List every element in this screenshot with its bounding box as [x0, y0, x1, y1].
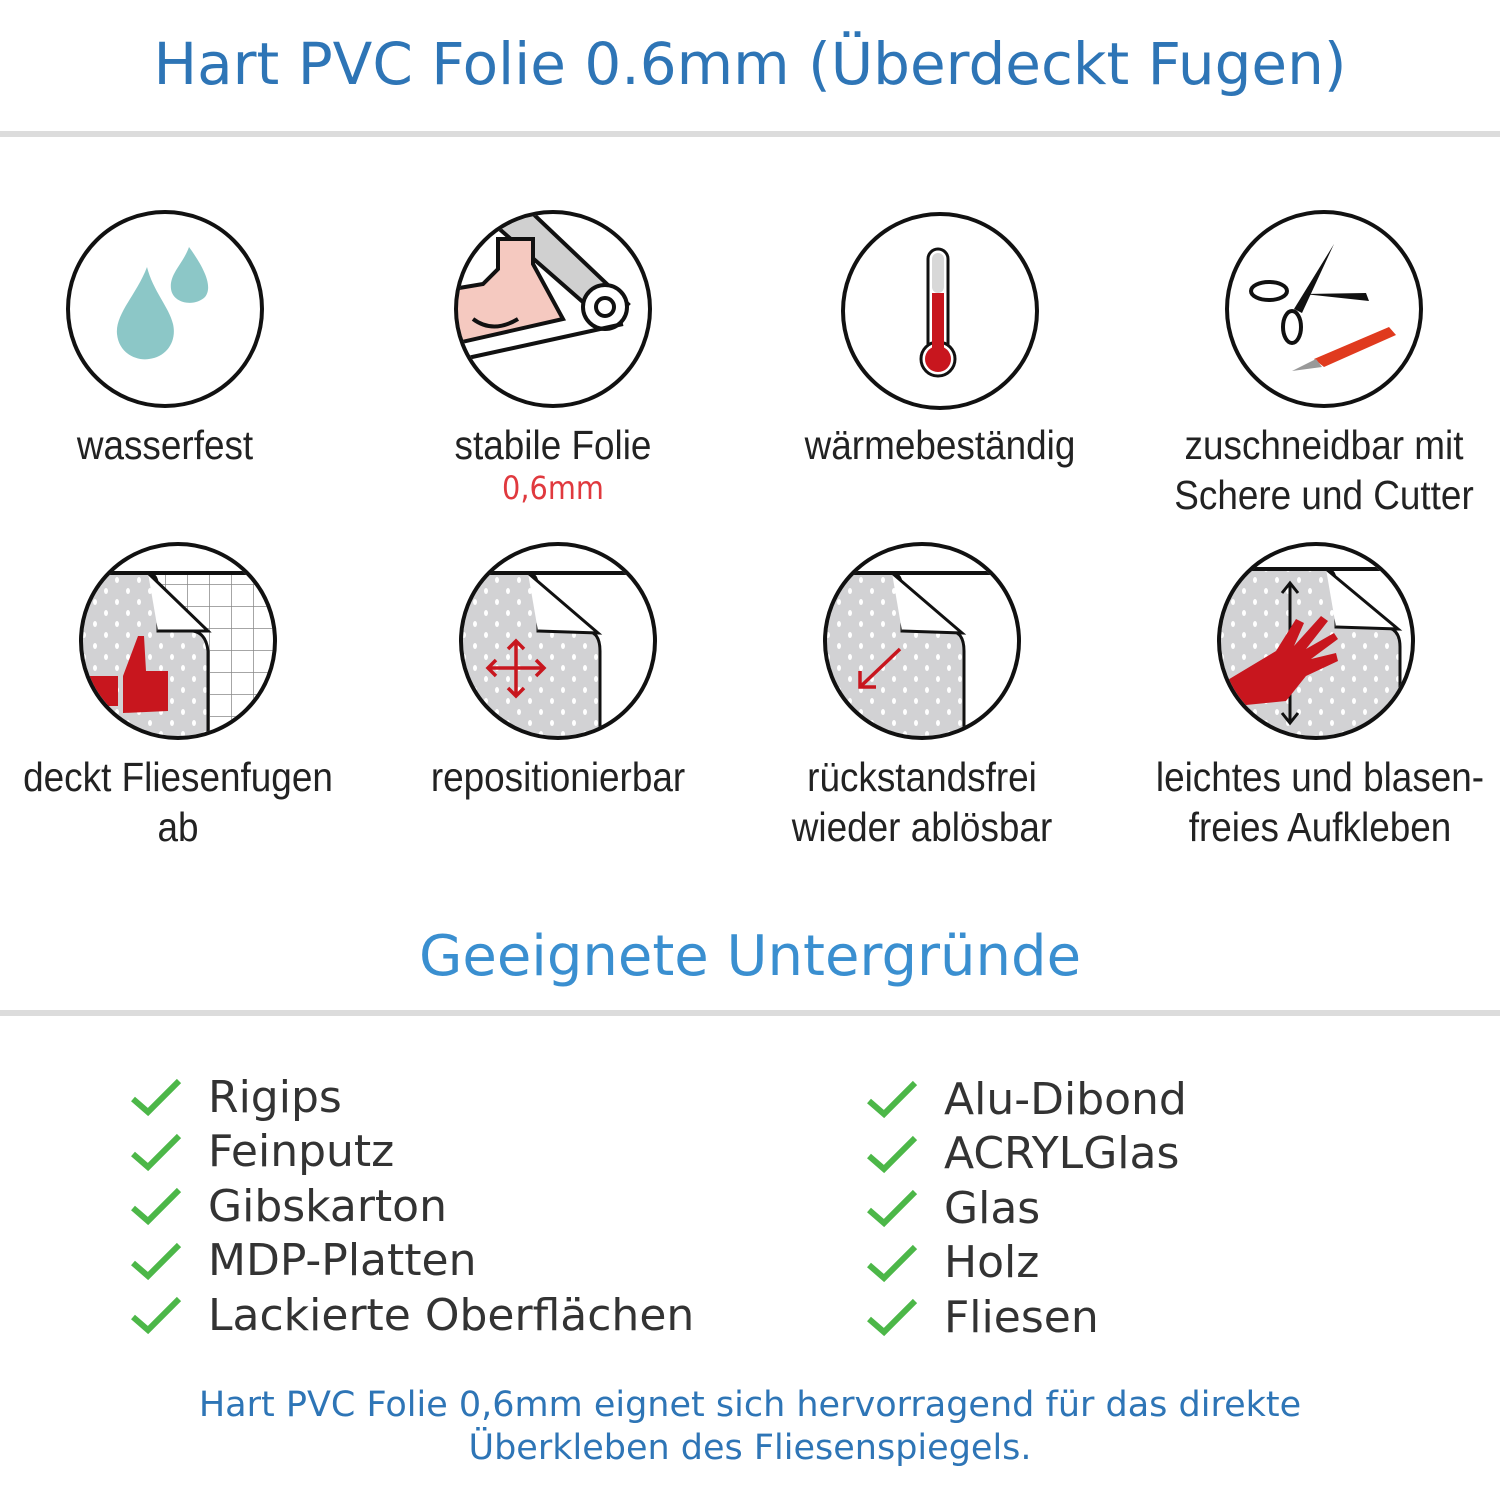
check-icon	[131, 1296, 182, 1335]
feature-label: wärmebeständig	[804, 422, 1076, 468]
page-title: Hart PVC Folie 0.6mm (Überdeckt Fugen)	[153, 30, 1347, 98]
check-icon	[131, 1187, 182, 1226]
surface-label: Glas	[944, 1182, 1041, 1234]
move-arrows-icon	[459, 542, 657, 740]
surface-item: Glas	[866, 1181, 1040, 1235]
check-icon	[131, 1078, 182, 1117]
surface-label: ACRYLGlas	[944, 1128, 1180, 1179]
surface-label: Holz	[944, 1237, 1040, 1288]
peel-arrow-icon	[823, 542, 1021, 740]
check-icon	[867, 1189, 918, 1228]
hand-smooth-icon	[1217, 542, 1415, 740]
check-icon	[867, 1080, 918, 1119]
surface-item: Gibskarton	[130, 1179, 447, 1233]
flexed-arm-roll-icon	[454, 210, 652, 408]
feature-label: leichtes und blasen-freies Aufkleben	[1155, 754, 1485, 850]
thermometer-icon	[841, 212, 1039, 410]
surface-label: Gibskarton	[208, 1180, 447, 1232]
surface-label: Rigips	[208, 1071, 342, 1123]
surface-item: Fliesen	[866, 1290, 1099, 1344]
feature-label: stabile Folie 0,6mm	[382, 420, 724, 506]
feature-label: wasserfest	[76, 422, 254, 468]
surface-label: Feinputz	[208, 1126, 395, 1177]
feature-label: zuschneidbar mit Schere und Cutter	[1174, 422, 1474, 518]
thickness-label: 0,6mm	[502, 469, 604, 507]
check-icon	[867, 1244, 918, 1282]
feature-label: rückstandsfrei wieder ablösbar	[791, 754, 1053, 850]
surface-item: Lackierte Oberflächen	[130, 1288, 694, 1342]
surface-item: MDP-Platten	[130, 1234, 476, 1288]
water-drops-icon	[66, 210, 264, 408]
feature-label: repositionierbar	[430, 754, 686, 800]
check-icon	[867, 1298, 918, 1337]
surfaces-title: Geeignete Untergründe	[418, 924, 1082, 989]
check-icon	[867, 1135, 918, 1173]
surface-item: ACRYLGlas	[866, 1127, 1179, 1181]
surface-item: Feinputz	[130, 1125, 394, 1179]
surface-item: Holz	[866, 1236, 1039, 1290]
divider	[0, 1010, 1500, 1016]
surface-label: Fliesen	[944, 1291, 1099, 1343]
divider	[0, 131, 1500, 137]
check-icon	[131, 1242, 182, 1280]
surface-label: Alu-Dibond	[944, 1073, 1187, 1125]
check-icon	[131, 1133, 182, 1171]
surface-item: Rigips	[130, 1070, 342, 1124]
surface-item: Alu-Dibond	[866, 1072, 1187, 1126]
scissors-cutter-icon	[1225, 210, 1423, 408]
footer-text: Hart PVC Folie 0,6mm eignet sich hervorr…	[198, 1385, 1302, 1468]
thumbs-up-tiles-icon	[79, 542, 277, 740]
surface-label: Lackierte Oberflächen	[208, 1289, 695, 1341]
feature-label: deckt Fliesenfugen ab	[23, 754, 333, 850]
surface-label: MDP-Platten	[208, 1235, 477, 1286]
